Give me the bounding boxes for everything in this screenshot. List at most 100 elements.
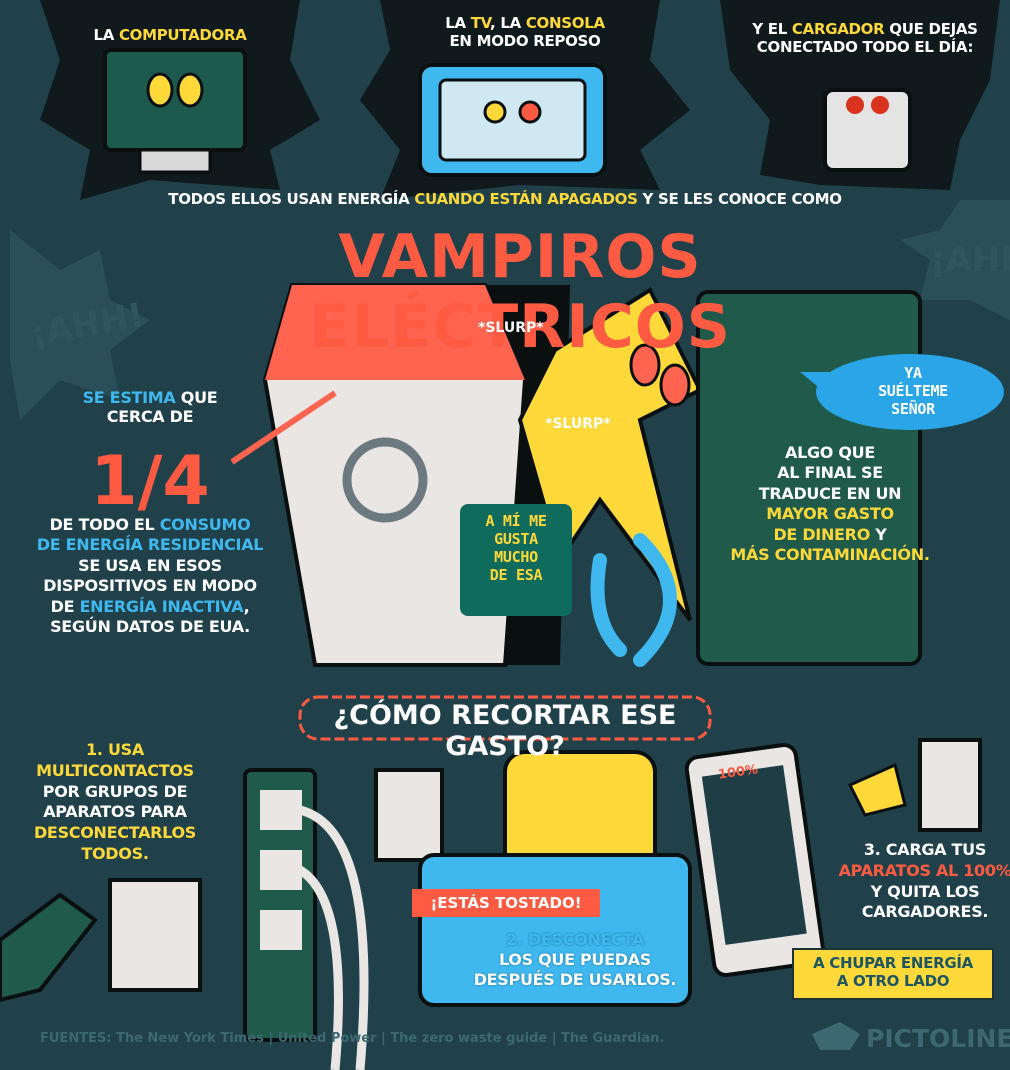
toasted-label: ¡ESTÁS TOSTADO! — [412, 889, 600, 917]
text-line: Y EL CARGADOR QUE DEJAS — [730, 20, 1000, 38]
charger-plug — [850, 765, 905, 815]
eye — [846, 96, 864, 114]
text-part: SE USA EN ESOS — [78, 556, 222, 575]
text-part: CARGA TUS — [881, 840, 987, 859]
socket — [260, 850, 302, 890]
text-part: POR GRUPOS DE — [43, 782, 187, 801]
text-part: 1. — [86, 740, 103, 759]
text-part: SE ESTIMA — [83, 388, 176, 407]
text-part: TV — [471, 14, 490, 32]
socket — [260, 790, 302, 830]
text-line: TODOS ELLOS USAN ENERGÍA CUANDO ESTÁN AP… — [120, 190, 890, 208]
header-computer: LA COMPUTADORA — [70, 26, 270, 44]
legs — [598, 540, 671, 660]
text-line: MUCHO — [460, 548, 572, 566]
text-part: MUCHO — [494, 548, 538, 566]
text-line: LA COMPUTADORA — [70, 26, 270, 44]
text-line: DESPUÉS DE USARLOS. — [470, 970, 680, 990]
text-line: GUSTA — [460, 530, 572, 548]
monitor — [105, 50, 245, 150]
text-part: TODOS ELLOS USAN ENERGÍA — [168, 190, 414, 208]
text-part: GUSTA — [494, 530, 538, 548]
text-part: CONSUMO — [160, 515, 251, 534]
main-title: VAMPIROS ELÉCTRICOS — [150, 222, 890, 362]
shout: ¡AHH — [930, 240, 1010, 280]
brand: PICTOLINE — [866, 1024, 1010, 1053]
text-part: ALGO QUE — [785, 443, 875, 462]
eye — [485, 102, 505, 122]
text-line: A OTRO LADO — [794, 972, 992, 990]
eye — [520, 102, 540, 122]
text-line: A CHUPAR ENERGÍA — [794, 954, 992, 972]
eye — [178, 74, 202, 106]
text-part: , — [244, 597, 250, 616]
text-line: DESCONECTARLOS — [10, 823, 220, 844]
text-part: CARGADOR — [792, 20, 884, 38]
tip-3: 3. CARGA TUSAPARATOS AL 100% Y QUITA LOS C… — [830, 840, 1010, 923]
text-part: DESPUÉS DE USARLOS. — [474, 970, 677, 989]
text-line: CERCA DE — [50, 407, 250, 426]
text-part: , LA — [490, 14, 526, 32]
tv-screen — [440, 80, 585, 160]
text-line: SUÉLTEME — [820, 382, 1006, 400]
text-part: ENERGÍA INACTIVA — [79, 597, 243, 616]
text-part: CONECTADO TODO EL DÍA: — [757, 38, 973, 56]
eye — [871, 96, 889, 114]
text-line: TRADUCE EN UN — [720, 484, 940, 504]
text-part: DISPOSITIVOS EN MODO — [43, 576, 257, 595]
text-part: DESCONECTARLOS — [34, 823, 196, 842]
plug — [0, 895, 95, 1000]
text-part: Y — [870, 525, 887, 544]
text-line: APARATOS AL 100% — [830, 861, 1010, 882]
text-part: A OTRO LADO — [837, 972, 949, 990]
text-part: SEGÚN DATOS DE EUA. — [50, 617, 250, 636]
text-line: ALGO QUE — [720, 443, 940, 463]
text-part: DESCONECTA — [523, 930, 644, 949]
text-line: SE USA EN ESOS — [20, 556, 280, 576]
text-part: LOS QUE PUEDAS — [499, 950, 651, 969]
text-line: TODOS. — [10, 844, 220, 865]
text-line: DE ESA — [460, 566, 572, 584]
wall-socket — [110, 880, 200, 990]
text-part: EN MODO REPOSO — [449, 32, 600, 50]
text-part: LA — [445, 14, 471, 32]
text-part: LA — [93, 26, 119, 44]
charger — [825, 90, 910, 170]
section-heading: ¿CÓMO RECORTAR ESE GASTO? — [300, 700, 710, 762]
text-line: SEGÚN DATOS DE EUA. — [20, 617, 280, 637]
text-line: DE TODO EL CONSUMO — [20, 515, 280, 535]
text-part: COMPUTADORA — [119, 26, 247, 44]
text-line: MÁS CONTAMINACIÓN. — [720, 545, 940, 565]
text-line: DISPOSITIVOS EN MODO — [20, 576, 280, 596]
text-part: DE ENERGÍA RESIDENCIAL — [37, 535, 263, 554]
text-line: MAYOR GASTO — [720, 504, 940, 524]
text-line: Y QUITA LOS — [830, 882, 1010, 903]
infographic: LA COMPUTADORA LA TV, LA CONSOLAEN MODO … — [0, 0, 1010, 1070]
text-line: MULTICONTACTOS — [10, 761, 220, 782]
text-line: A MÍ ME — [460, 512, 572, 530]
text-part: 2. — [506, 930, 523, 949]
eye — [661, 365, 689, 405]
text-line: AL FINAL SE — [720, 463, 940, 483]
text-line: SE ESTIMA QUE — [50, 388, 250, 407]
wall-socket — [920, 740, 980, 830]
text-line: 3. CARGA TUS — [830, 840, 1010, 861]
text-part: TRADUCE EN UN — [759, 484, 902, 503]
text-line: POR GRUPOS DE — [10, 782, 220, 803]
text-part: A MÍ ME — [485, 512, 546, 530]
text-part: SEÑOR — [891, 400, 935, 418]
text-line: 1. USA — [10, 740, 220, 761]
text-part: APARATOS AL 100% — [839, 861, 1010, 880]
text-part: MÁS CONTAMINACIÓN. — [730, 545, 929, 564]
text-part: MULTICONTACTOS — [36, 761, 194, 780]
text-line: YA — [820, 364, 1006, 382]
text-part: Y SE LES CONOCE COMO — [638, 190, 842, 208]
text-line: EN MODO REPOSO — [420, 32, 630, 50]
